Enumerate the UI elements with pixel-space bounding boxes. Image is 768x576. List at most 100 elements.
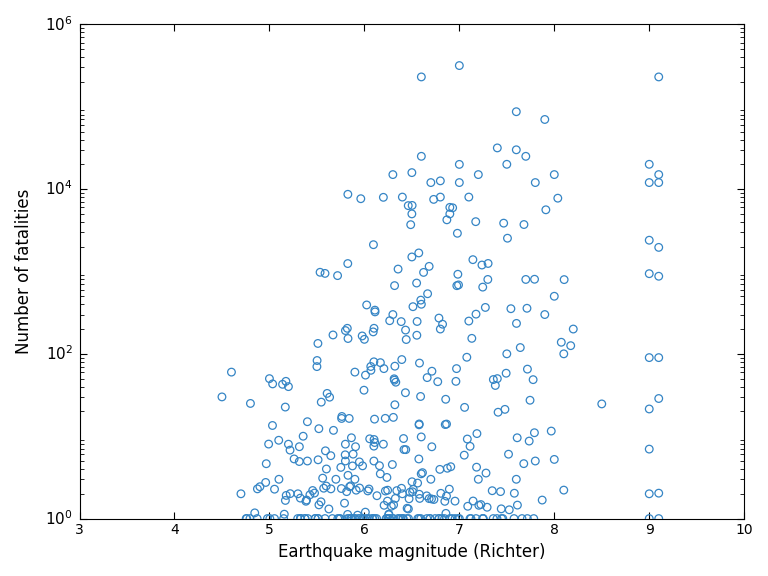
Text: 10$^6$: 10$^6$ — [45, 15, 73, 34]
Point — [362, 514, 375, 523]
Point — [251, 484, 263, 494]
Point — [294, 494, 306, 503]
Point — [280, 496, 292, 505]
Point — [349, 514, 361, 523]
Point — [323, 393, 336, 402]
Point — [387, 413, 399, 422]
Point — [336, 484, 348, 493]
Point — [263, 374, 276, 383]
Point — [316, 473, 329, 483]
Point — [359, 507, 372, 517]
Point — [461, 434, 473, 444]
Text: 10$^4$: 10$^4$ — [45, 180, 73, 199]
Point — [434, 176, 446, 185]
Point — [392, 264, 404, 274]
Point — [325, 484, 337, 494]
Point — [406, 168, 418, 177]
Point — [538, 115, 551, 124]
Point — [528, 428, 541, 437]
Point — [292, 514, 304, 523]
Point — [336, 414, 348, 423]
Point — [327, 331, 339, 340]
Point — [445, 462, 457, 471]
Point — [472, 170, 485, 179]
Y-axis label: Number of fatalities: Number of fatalities — [15, 189, 33, 354]
Point — [302, 514, 314, 523]
Point — [524, 396, 536, 405]
Point — [425, 442, 438, 452]
Point — [432, 514, 445, 523]
Point — [381, 473, 393, 482]
Point — [388, 374, 400, 384]
Point — [411, 317, 423, 326]
Point — [482, 275, 494, 284]
Point — [216, 392, 228, 401]
Point — [379, 486, 392, 495]
Point — [378, 364, 390, 373]
Point — [412, 248, 425, 257]
Point — [386, 502, 398, 511]
Point — [514, 343, 526, 352]
Point — [315, 397, 327, 407]
Point — [332, 514, 344, 523]
Point — [260, 459, 273, 468]
Point — [439, 514, 451, 523]
Point — [461, 353, 473, 362]
Point — [363, 434, 376, 444]
Point — [558, 275, 571, 284]
Point — [467, 497, 479, 506]
Point — [399, 445, 412, 454]
Point — [288, 454, 300, 464]
Point — [410, 278, 422, 287]
Point — [342, 190, 354, 199]
Point — [339, 456, 352, 465]
Point — [346, 514, 358, 523]
Point — [415, 433, 427, 442]
Point — [320, 482, 333, 491]
Point — [464, 442, 476, 451]
Point — [354, 514, 366, 523]
Point — [441, 215, 453, 225]
Point — [423, 262, 435, 271]
Point — [469, 217, 482, 226]
Point — [292, 489, 304, 498]
Point — [487, 514, 499, 523]
Point — [481, 503, 493, 512]
Point — [268, 484, 280, 494]
Point — [366, 514, 379, 523]
Point — [434, 192, 446, 202]
Point — [441, 464, 453, 473]
Point — [333, 514, 346, 523]
Point — [392, 514, 404, 523]
Point — [413, 514, 425, 523]
Point — [293, 457, 306, 466]
Point — [345, 482, 357, 491]
Point — [425, 494, 438, 503]
Point — [342, 259, 354, 268]
Point — [332, 271, 344, 280]
Point — [415, 73, 428, 82]
Point — [433, 313, 445, 323]
Point — [477, 514, 489, 523]
Point — [424, 514, 436, 523]
Point — [299, 514, 311, 523]
Point — [453, 178, 465, 187]
Point — [401, 514, 413, 523]
Point — [421, 373, 433, 382]
Point — [425, 475, 437, 484]
Point — [325, 451, 337, 460]
Point — [471, 463, 483, 472]
Point — [492, 374, 504, 383]
Point — [653, 73, 665, 82]
Point — [342, 471, 354, 480]
Point — [273, 475, 285, 484]
Point — [440, 509, 452, 518]
Point — [369, 415, 381, 424]
Point — [423, 494, 435, 503]
Point — [382, 510, 395, 520]
Point — [453, 160, 465, 169]
Point — [300, 495, 313, 505]
Point — [314, 268, 326, 277]
Point — [653, 170, 665, 179]
Point — [367, 240, 379, 249]
